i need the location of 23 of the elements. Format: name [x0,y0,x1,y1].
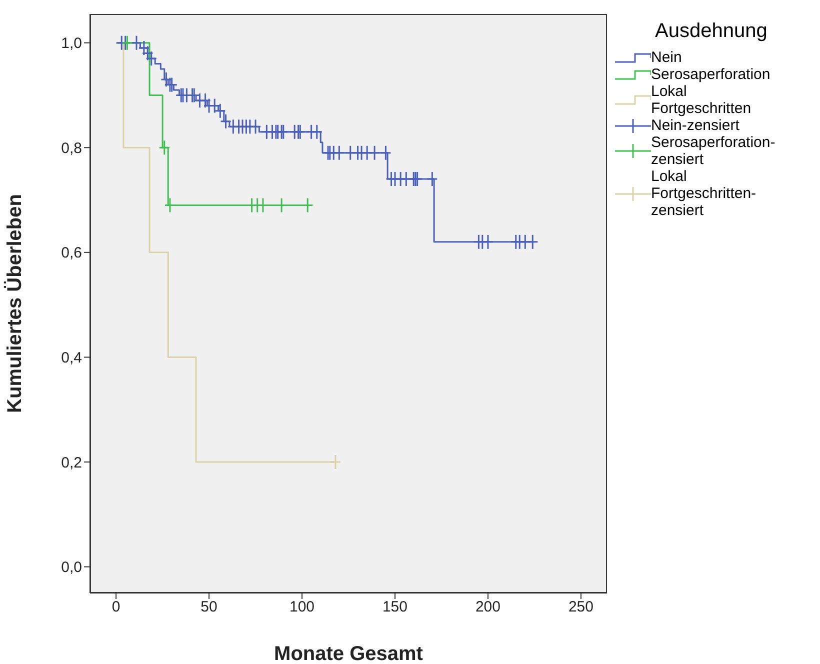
y-tick-label: 0,0 [61,559,82,576]
x-axis-title: Monate Gesamt [274,643,424,664]
point [330,454,342,470]
y-tick-label: 0,6 [61,244,82,262]
x-tick-label: 250 [568,598,594,616]
legend-label: Lokal Fortgeschritten [651,83,752,117]
legend-title: Ausdehnung [655,20,768,43]
point [158,140,170,156]
legend-label: Nein [651,49,683,66]
y-tick-label: 0,2 [61,454,82,472]
y-axis-title: Kumuliertes Überleben [3,194,26,413]
legend-label: Serosaperforation-zensiert [651,134,776,168]
x-tick-label: 100 [289,598,315,616]
legend-label: Nein-zensiert [651,117,740,134]
x-tick-label: 0 [112,598,120,616]
x-tick-label: 150 [382,598,408,616]
y-tick-label: 0,4 [61,350,82,367]
y-tick-label: 1,0 [61,35,82,52]
y-tick-label: 0,8 [61,140,82,157]
x-tick-label: 50 [200,598,218,616]
legend-label: Serosaperforation [651,66,772,83]
legend-label: Lokal Fortgeschritten-zensiert [651,168,758,219]
x-tick-label: 200 [475,598,500,616]
